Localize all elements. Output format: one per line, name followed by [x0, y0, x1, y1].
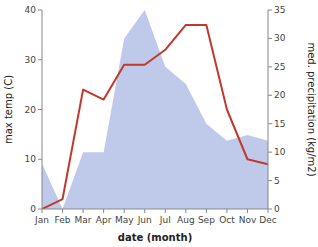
tick-label: Aug	[177, 215, 195, 225]
tick-label: 35	[274, 5, 285, 15]
x-tick	[62, 209, 63, 213]
axis-label: max temp (C)	[3, 75, 14, 144]
x-tick	[247, 209, 248, 213]
y2-tick	[268, 123, 272, 124]
tick-label: Jul	[159, 215, 171, 225]
y2-tick	[268, 209, 272, 210]
temperature-line	[42, 25, 268, 209]
tick-label: 0	[274, 204, 280, 214]
plot-area	[42, 10, 268, 209]
x-tick	[42, 209, 43, 213]
y2-tick	[268, 180, 272, 181]
x-tick	[103, 209, 104, 213]
x-tick	[83, 209, 84, 213]
tick-label: 15	[274, 119, 285, 129]
y-tick	[38, 159, 42, 160]
tick-label: Sep	[198, 215, 215, 225]
tick-label: Mar	[75, 215, 92, 225]
x-tick	[124, 209, 125, 213]
tick-label: 20	[25, 105, 37, 115]
tick-label: 40	[25, 5, 37, 15]
tick-label: Apr	[96, 215, 112, 225]
y2-tick	[268, 152, 272, 153]
x-tick	[144, 209, 145, 213]
y2-tick	[268, 95, 272, 96]
tick-label: Nov	[239, 215, 257, 225]
tick-label: 25	[274, 62, 285, 72]
y2-tick	[268, 38, 272, 39]
tick-label: 0	[30, 204, 36, 214]
tick-label: Jan	[34, 215, 49, 225]
precipitation-area	[42, 10, 268, 209]
x-tick	[226, 209, 227, 213]
tick-label: Dec	[259, 215, 276, 225]
x-tick	[185, 209, 186, 213]
y-tick	[38, 59, 42, 60]
x-tick	[268, 209, 269, 213]
y2-tick	[268, 66, 272, 67]
tick-label: Jun	[137, 215, 152, 225]
tick-label: 10	[274, 147, 286, 157]
y-tick	[38, 10, 42, 11]
tick-label: 30	[25, 55, 37, 65]
tick-label: 10	[25, 154, 37, 164]
axes	[38, 10, 272, 213]
chart: JanFebMarAprMayJunJulAugSepOctNovDec0102…	[0, 0, 318, 247]
tick-label: Oct	[219, 215, 235, 225]
axis-label: med. precipitation (kg/m2)	[306, 42, 317, 176]
axis-label: date (month)	[118, 232, 192, 243]
y2-axis-line	[268, 10, 269, 209]
x-tick	[165, 209, 166, 213]
tick-label: 5	[274, 176, 280, 186]
y-tick	[38, 209, 42, 210]
y2-tick	[268, 10, 272, 11]
y-tick	[38, 109, 42, 110]
x-tick	[206, 209, 207, 213]
tick-label: May	[115, 215, 134, 225]
tick-label: Feb	[55, 215, 71, 225]
tick-label: 20	[274, 90, 286, 100]
x-axis-line	[42, 209, 268, 210]
tick-label: 30	[274, 33, 286, 43]
